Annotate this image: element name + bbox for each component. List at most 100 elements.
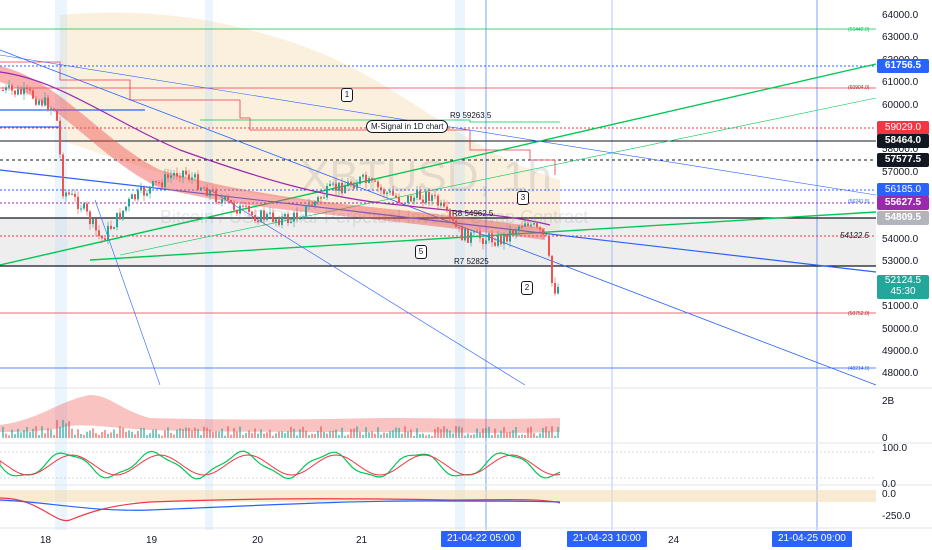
candle-body: [248, 205, 250, 212]
marker-2[interactable]: 2: [521, 281, 533, 295]
candle-body: [35, 98, 37, 105]
candle-body: [20, 89, 22, 95]
volume-bar: [320, 426, 322, 438]
candle-body: [509, 230, 511, 242]
volume-bar: [104, 430, 106, 438]
volume-bar: [134, 434, 136, 438]
candle-body: [59, 120, 61, 155]
candle-body: [476, 231, 478, 233]
price-tick: 51000.0: [882, 301, 919, 313]
candle-body: [170, 175, 172, 178]
price-tick: 63000.0: [882, 32, 919, 44]
price-tick: 60000.0: [882, 99, 919, 111]
candle-body: [539, 227, 541, 230]
volume-bar: [524, 434, 526, 438]
volume-band: [0, 395, 560, 433]
volume-bar: [293, 428, 295, 438]
candle-body: [305, 205, 307, 217]
candle-body: [224, 196, 226, 200]
resistance-step: [0, 61, 556, 175]
marker-5[interactable]: 5: [415, 245, 427, 259]
marker-1[interactable]: 1: [341, 88, 353, 102]
candle-body: [182, 170, 184, 178]
candle-body: [356, 183, 358, 189]
candle-body: [131, 194, 133, 199]
light-col-2: [205, 0, 213, 530]
volume-bar: [470, 434, 472, 438]
candle-body: [266, 213, 268, 220]
candle-body: [437, 195, 439, 206]
volume-bar: [263, 433, 265, 438]
volume-bar: [20, 432, 22, 438]
candle-body: [191, 177, 193, 180]
price-label: 58464.0: [877, 134, 929, 148]
candle-body: [410, 195, 412, 202]
volume-bar: [479, 432, 481, 438]
osc-red: [0, 454, 561, 476]
candle-body: [518, 226, 520, 231]
volume-bar: [8, 435, 10, 438]
candle-body: [65, 192, 67, 197]
candle-body: [62, 154, 64, 197]
candle-body: [542, 229, 544, 235]
price-label: 54809.5: [877, 211, 929, 225]
volume-bar: [551, 426, 553, 438]
candle-body: [146, 193, 148, 196]
candle-body: [341, 182, 343, 194]
candle-body: [161, 182, 163, 188]
candle-body: [530, 224, 532, 227]
green-trend-main: [0, 63, 877, 266]
volume-bar: [17, 428, 19, 438]
time-tick-20: 20: [252, 535, 264, 546]
candle-body: [179, 176, 181, 178]
candle-body: [212, 190, 214, 192]
volume-bar: [248, 430, 250, 438]
volume-bar: [317, 430, 319, 438]
candle-body: [143, 187, 145, 196]
candle-body: [101, 235, 103, 239]
volume-bar: [128, 430, 130, 438]
candle-body: [107, 225, 109, 241]
volume-bar: [146, 435, 148, 438]
volume-bar: [155, 429, 157, 438]
volume-bar: [299, 429, 301, 438]
volume-bar: [194, 427, 196, 438]
candle-body: [323, 197, 325, 199]
volume-bar: [203, 426, 205, 438]
time-badge-1[interactable]: 21-04-22 05:00: [441, 531, 521, 547]
volume-bar: [473, 434, 475, 438]
candle-body: [497, 235, 499, 246]
volume-bar: [113, 429, 115, 438]
signal-annotation[interactable]: M-Signal in 1D chart: [366, 120, 449, 133]
candle-body: [440, 202, 442, 206]
volume-bar: [92, 428, 94, 438]
time-badge-2[interactable]: 21-04-23 10:00: [567, 531, 647, 547]
volume-bar: [398, 427, 400, 438]
candle-body: [104, 238, 106, 241]
volume-bar: [350, 429, 352, 438]
candle-body: [335, 183, 337, 191]
candle-body: [155, 180, 157, 183]
volume-bar: [356, 426, 358, 438]
volume-bar: [401, 433, 403, 438]
volume-bar: [137, 430, 139, 438]
candle-body: [458, 226, 460, 228]
volume-bar: [281, 431, 283, 438]
marker-3[interactable]: 3: [517, 191, 529, 205]
volume-bar: [392, 430, 394, 438]
volume-bar: [251, 433, 253, 438]
volume-bar: [101, 432, 103, 438]
candle-body: [329, 183, 331, 187]
candle-body: [533, 223, 535, 225]
time-tick-19: 19: [146, 535, 158, 546]
volume-bar: [95, 433, 97, 438]
candle-body: [164, 174, 166, 188]
candle-body: [416, 190, 418, 198]
level-54122-label: 54122.5: [840, 231, 869, 240]
volume-bar: [239, 426, 241, 438]
volume-bar: [140, 427, 142, 438]
time-badge-3[interactable]: 21-04-25 09:00: [772, 531, 852, 547]
candle-body: [353, 185, 355, 189]
candle-body: [98, 230, 100, 236]
